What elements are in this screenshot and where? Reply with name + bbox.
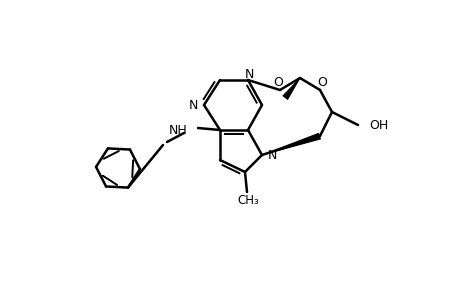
Text: O: O: [273, 76, 282, 88]
Text: N: N: [268, 148, 277, 161]
Text: OH: OH: [368, 118, 387, 131]
Polygon shape: [261, 133, 320, 155]
Text: CH₃: CH₃: [236, 194, 258, 208]
Text: NH: NH: [169, 124, 188, 136]
Text: O: O: [316, 76, 326, 88]
Text: N: N: [244, 68, 253, 80]
Text: N: N: [188, 98, 197, 112]
Polygon shape: [281, 78, 300, 100]
